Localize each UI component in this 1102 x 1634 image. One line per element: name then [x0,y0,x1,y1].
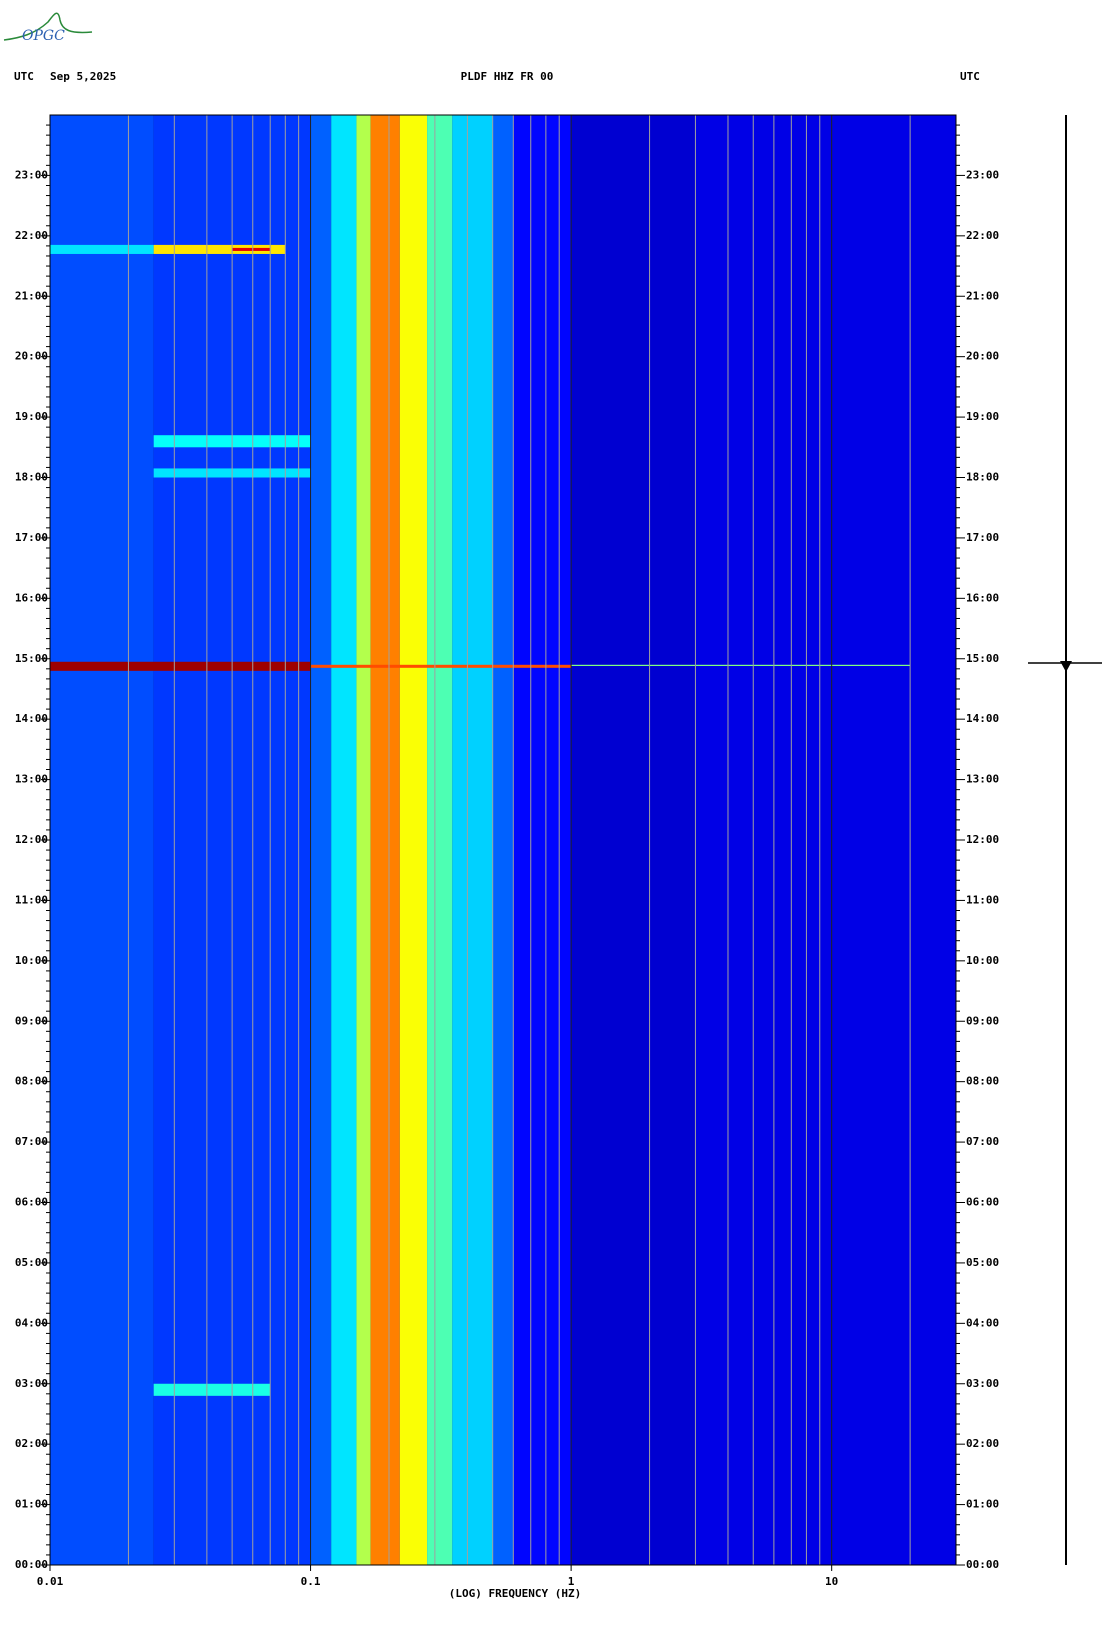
frequency-band [370,115,400,1565]
burst [50,661,311,671]
y-tick-label: 05:00 [966,1256,999,1269]
y-tick-label: 03:00 [966,1377,999,1390]
y-tick-label: 00:00 [15,1558,48,1571]
frequency-band [310,115,332,1565]
y-tick-label: 01:00 [966,1498,999,1511]
y-tick-label: 21:00 [966,289,999,302]
y-tick-label: 03:00 [15,1377,48,1390]
y-tick-label: 20:00 [15,350,48,363]
y-tick-label: 14:00 [966,712,999,725]
x-tick-label: 1 [568,1575,575,1588]
y-tick-label: 21:00 [15,289,48,302]
frequency-band [513,115,572,1565]
y-tick-label: 02:00 [966,1437,999,1450]
seismogram [1028,115,1102,1565]
y-tick-label: 00:00 [966,1558,999,1571]
frequency-band [356,115,371,1565]
y-tick-label: 09:00 [966,1014,999,1027]
burst [571,664,911,666]
y-tick-label: 15:00 [966,652,999,665]
y-tick-label: 18:00 [15,471,48,484]
frequency-band [427,115,453,1565]
y-tick-label: 16:00 [15,591,48,604]
burst [153,1383,271,1396]
y-tick-label: 18:00 [966,471,999,484]
y-tick-label: 11:00 [15,893,48,906]
frequency-band [50,115,154,1565]
y-tick-label: 22:00 [15,229,48,242]
y-tick-label: 07:00 [15,1135,48,1148]
y-tick-label: 09:00 [15,1014,48,1027]
x-tick-label: 0.1 [301,1575,321,1588]
y-tick-label: 10:00 [966,954,999,967]
y-tick-label: 02:00 [15,1437,48,1450]
y-tick-label: 10:00 [15,954,48,967]
y-tick-label: 06:00 [966,1196,999,1209]
logo-text: OPGC [22,28,65,44]
y-tick-label: 08:00 [966,1075,999,1088]
y-tick-label: 11:00 [966,893,999,906]
date: Sep 5,2025 [50,70,116,83]
y-tick-label: 17:00 [15,531,48,544]
y-tick-label: 07:00 [966,1135,999,1148]
y-tick-label: 17:00 [966,531,999,544]
x-tick-label: 10 [825,1575,838,1588]
event-blip [1060,661,1072,672]
y-tick-label: 15:00 [15,652,48,665]
spectrogram [50,115,956,1565]
y-tick-label: 01:00 [15,1498,48,1511]
time-zone: UTC [960,70,980,83]
y-tick-label: 14:00 [15,712,48,725]
burst [50,244,154,254]
y-tick-label: 05:00 [15,1256,48,1269]
y-tick-label: 04:00 [966,1316,999,1329]
y-tick-label: 16:00 [966,591,999,604]
logo: OPGC [3,12,93,44]
burst [232,247,271,251]
y-tick-label: 04:00 [15,1316,48,1329]
y-tick-label: 23:00 [966,168,999,181]
frequency-band [399,115,428,1565]
y-tick-label: 08:00 [15,1075,48,1088]
y-tick-label: 19:00 [966,410,999,423]
burst [310,664,572,668]
logo-curve [3,12,93,41]
y-tick-label: 12:00 [15,833,48,846]
frequency-band [492,115,514,1565]
frequency-band [452,115,493,1565]
frequency-band [331,115,357,1565]
y-tick-label: 22:00 [966,229,999,242]
burst [153,244,286,254]
y-tick-label: 12:00 [966,833,999,846]
frequency-band [571,115,696,1565]
y-tick-label: 20:00 [966,350,999,363]
y-tick-label: 19:00 [15,410,48,423]
y-tick-label: 23:00 [15,168,48,181]
y-tick-label: 06:00 [15,1196,48,1209]
y-tick-label: 13:00 [966,773,999,786]
chart-title: PLDF HHZ FR 00 [461,70,554,83]
y-tick-label: 13:00 [15,773,48,786]
x-tick-label: 0.01 [37,1575,64,1588]
frequency-band [695,115,956,1565]
time-zone: UTC [14,70,34,83]
x-axis-label: (LOG) FREQUENCY (HZ) [449,1587,581,1600]
